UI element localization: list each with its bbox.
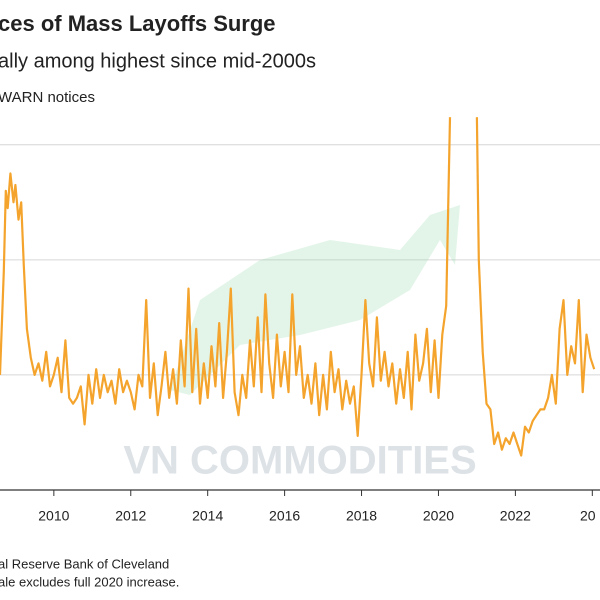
x-tick-label: 2014 [192,508,223,524]
watermark-arrow [170,205,460,395]
x-tick-label: 2020 [423,508,454,524]
x-tick-label: 2010 [38,508,69,524]
x-tick-label: 2018 [346,508,377,524]
x-tick-label: 2012 [115,508,146,524]
x-tick-label: 20 [580,508,596,524]
watermark: VN COMMODITIES [123,439,476,483]
source-note: ale excludes full 2020 increase. [0,574,179,589]
x-tick-label: 2022 [500,508,531,524]
chart-title: ces of Mass Layoffs Surge [0,11,276,36]
x-tick-label: 2016 [269,508,300,524]
data-line [0,117,596,457]
chart-subtitle: ally among highest since mid-2000s [0,50,316,72]
source-note: al Reserve Bank of Cleveland [0,556,169,571]
y-axis-label: WARN notices [0,89,95,106]
